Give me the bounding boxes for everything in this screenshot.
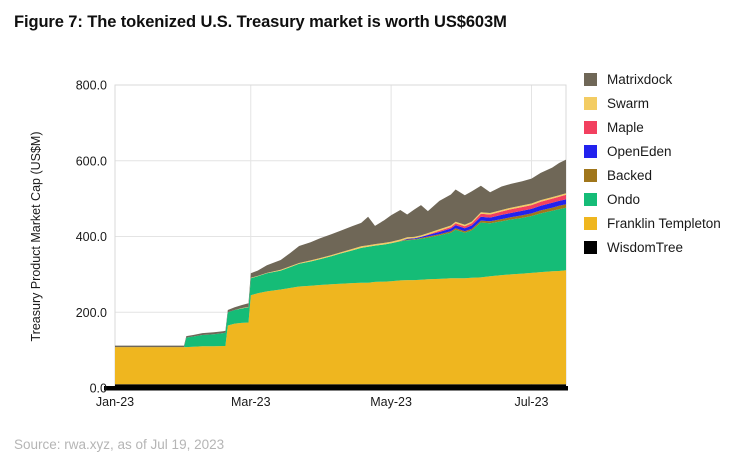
legend-swatch-ondo <box>584 193 597 206</box>
area-matrixdock <box>115 159 566 348</box>
legend-label: Backed <box>607 168 653 183</box>
legend-item-matrixdock: Matrixdock <box>584 72 721 87</box>
legend-item-swarm: Swarm <box>584 96 721 111</box>
figure-title: Figure 7: The tokenized U.S. Treasury ma… <box>14 13 507 31</box>
area-maple <box>115 194 566 348</box>
area-openeden <box>115 199 566 348</box>
legend-item-franklin-templeton: Franklin Templeton <box>584 216 721 231</box>
y-tick-label: 800.0 <box>76 79 107 93</box>
legend-swatch-openeden <box>584 145 597 158</box>
legend: Matrixdock Swarm Maple OpenEden Backed Ondo Fr… <box>584 72 721 255</box>
legend-label: Matrixdock <box>607 72 673 87</box>
legend-swatch-franklin-templeton <box>584 217 597 230</box>
legend-label: Maple <box>607 120 644 135</box>
legend-label: Swarm <box>607 96 650 111</box>
legend-label: Franklin Templeton <box>607 216 721 231</box>
legend-label: WisdomTree <box>607 240 684 255</box>
x-tick-label: Jan-23 <box>96 395 134 409</box>
legend-item-wisdomtree: WisdomTree <box>584 240 721 255</box>
legend-swatch-matrixdock <box>584 73 597 86</box>
legend-swatch-maple <box>584 121 597 134</box>
y-axis-title: Treasury Product Market Cap (US$M) <box>29 131 43 341</box>
source-note: Source: rwa.xyz, as of Jul 19, 2023 <box>14 437 225 452</box>
y-tick-label: 0.0 <box>90 382 107 396</box>
legend-item-backed: Backed <box>584 168 721 183</box>
legend-item-maple: Maple <box>584 120 721 135</box>
x-tick-label: Mar-23 <box>231 395 271 409</box>
x-tick-label: Jul-23 <box>514 395 548 409</box>
legend-item-ondo: Ondo <box>584 192 721 207</box>
x-axis-line <box>104 386 568 391</box>
x-tick-label: May-23 <box>370 395 412 409</box>
legend-label: OpenEden <box>607 144 672 159</box>
y-tick-label: 200.0 <box>76 306 107 320</box>
y-tick-label: 600.0 <box>76 154 107 168</box>
legend-swatch-wisdomtree <box>584 241 597 254</box>
legend-item-openeden: OpenEden <box>584 144 721 159</box>
legend-swatch-swarm <box>584 97 597 110</box>
y-tick-label: 400.0 <box>76 230 107 244</box>
area-ondo <box>115 207 566 348</box>
area-franklin-templeton <box>115 270 566 385</box>
legend-swatch-backed <box>584 169 597 182</box>
stacked-area-chart: 0.0 200.0 400.0 600.0 800.0 Jan-23 Mar-23 May-2… <box>29 79 568 409</box>
legend-label: Ondo <box>607 192 641 207</box>
